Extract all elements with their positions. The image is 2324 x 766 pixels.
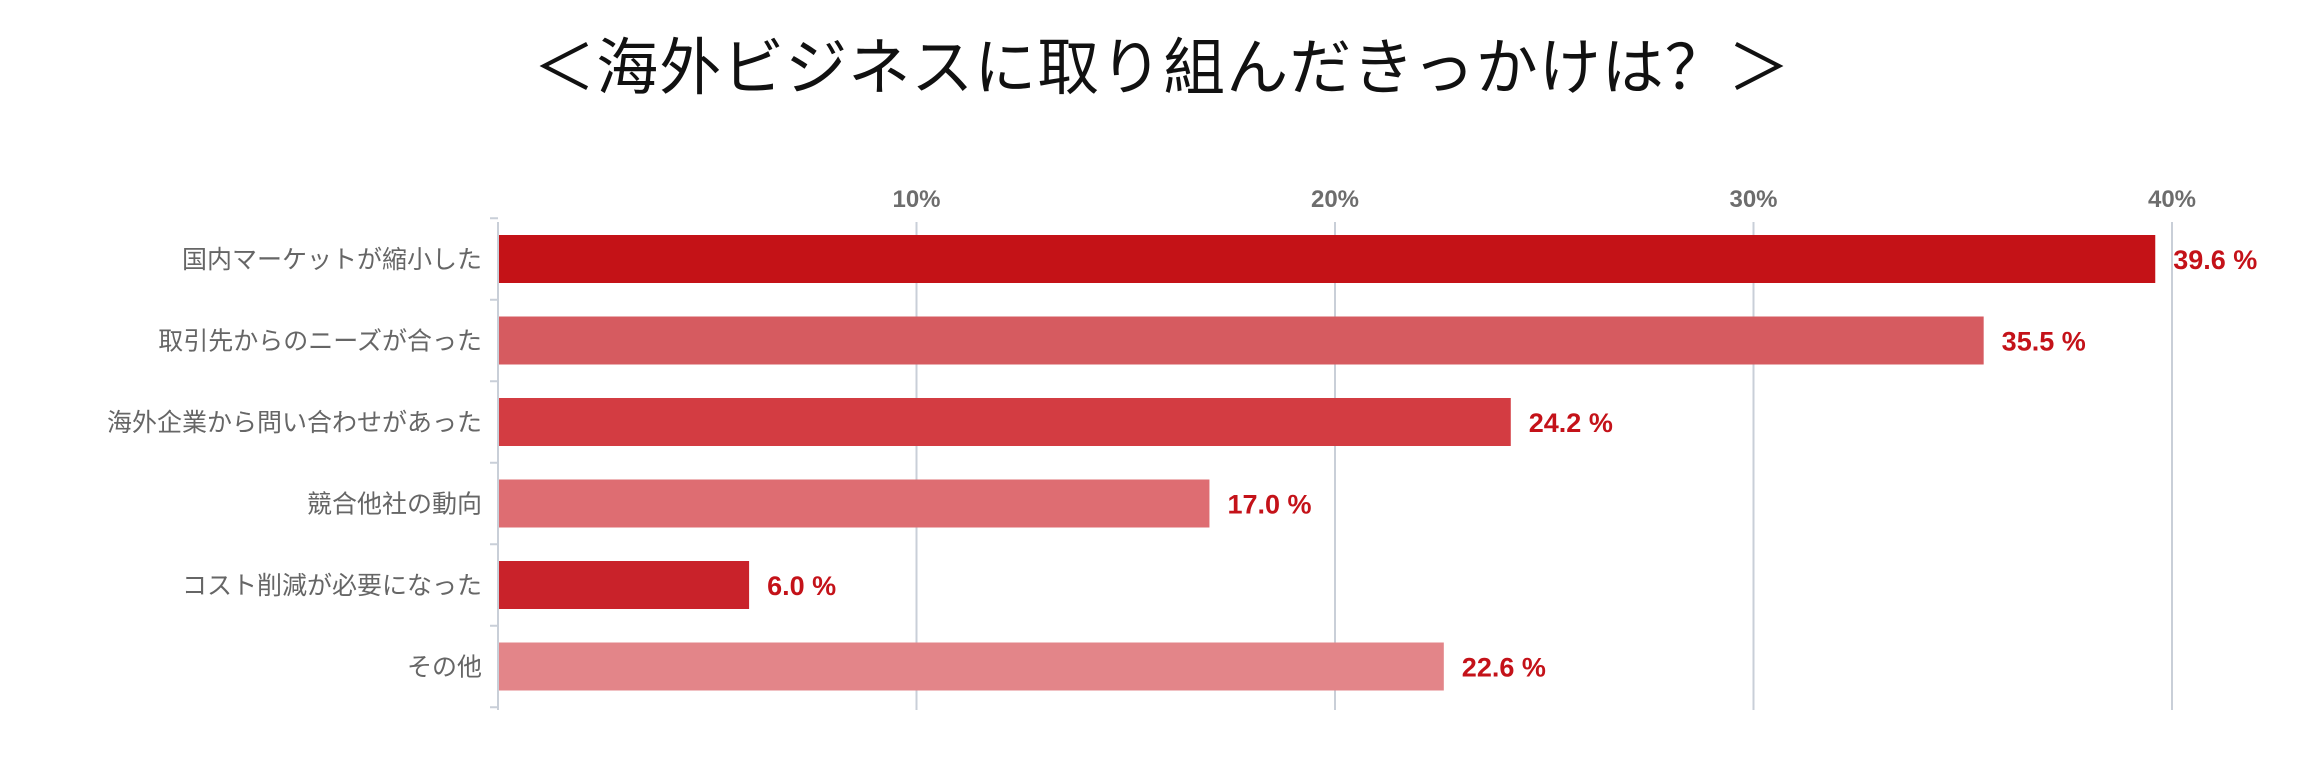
value-label: 24.2 %	[1529, 408, 1613, 438]
value-label: 35.5 %	[2002, 327, 2086, 357]
chart-title: ＜海外ビジネスに取り組んだきっかけは？＞	[533, 31, 1791, 104]
y-axis	[490, 217, 499, 710]
bar-5	[499, 642, 1444, 691]
category-label: その他	[407, 653, 482, 682]
x-tick-label: 20%	[1311, 186, 1359, 213]
value-label: 6.0 %	[767, 571, 836, 601]
bar-2	[499, 398, 1511, 446]
value-label: 22.6 %	[1462, 653, 1546, 683]
value-label: 39.6 %	[2173, 245, 2257, 275]
bar-4	[499, 561, 750, 609]
category-label: 取引先からのニーズが合った	[158, 327, 482, 356]
category-label: コスト削減が必要になった	[182, 571, 482, 600]
category-label: 海外企業から問い合わせがあった	[107, 408, 482, 437]
x-tick-label: 30%	[1729, 186, 1777, 213]
bar-1	[499, 316, 1984, 365]
category-label: 競合他社の動向	[307, 490, 482, 519]
labels: 10% 20% 30% 40% 国内マーケットが縮小した 39.6 % 取引先からのニーズが…	[107, 186, 2257, 683]
value-label: 17.0 %	[1227, 490, 1311, 520]
bar-3	[499, 479, 1210, 528]
x-tick-label: 10%	[892, 186, 940, 213]
category-label: 国内マーケットが縮小した	[182, 245, 482, 274]
x-tick-label: 40%	[2148, 186, 2196, 213]
bar-0	[499, 235, 2156, 283]
bars	[499, 235, 2156, 691]
grid-lines	[915, 222, 2173, 710]
